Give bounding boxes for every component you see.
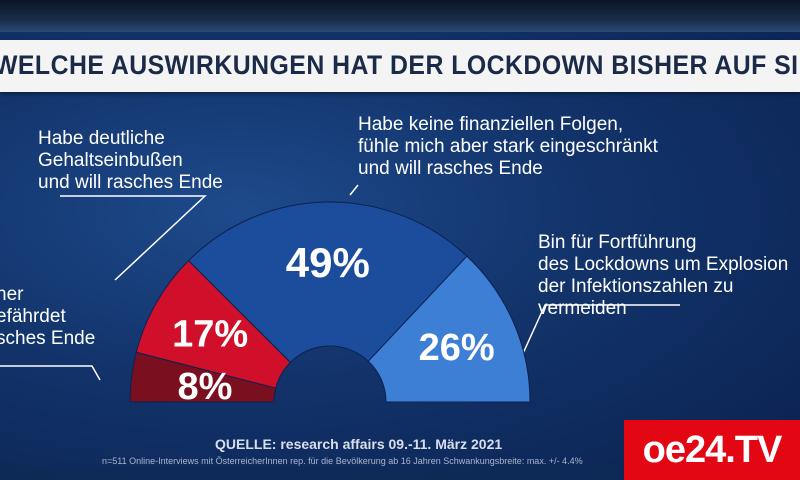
value-label-26: 26% [419, 327, 495, 369]
slice-continue-lockdown [367, 255, 531, 403]
connector-continue-lockdown [519, 304, 680, 361]
connector-salary-loss [60, 195, 207, 281]
label-continue-lockdown: Bin für Fortführung des Lockdowns um Exp… [538, 232, 789, 319]
label-salary-loss: Habe deutliche Gehaltseinbußen und will … [38, 128, 223, 193]
chart-title: WELCHE AUSWIRKUNGEN HAT DER LOCKDOWN BIS… [0, 50, 800, 80]
title-bar: WELCHE AUSWIRKUNGEN HAT DER LOCKDOWN BIS… [0, 40, 800, 92]
chart-slices [129, 201, 531, 403]
source-text: QUELLE: research affairs 09.-11. März 20… [215, 436, 503, 452]
slice-no-financial-consequences [187, 201, 468, 364]
label-existence-endangered: ner efährdet sches Ende [0, 284, 96, 349]
oe24-logo: oe24.TV [624, 420, 800, 480]
label-no-financial-consequences: Habe keine finanziellen Folgen, fühle mi… [358, 114, 658, 179]
value-label-49: 49% [286, 239, 370, 286]
connector-no-financial [349, 184, 359, 196]
value-label-8: 8% [178, 366, 233, 408]
footer-band [0, 466, 620, 480]
top-backdrop [0, 0, 800, 32]
connector-existence-endangered [0, 365, 101, 381]
slice-salary-loss [135, 259, 292, 389]
value-labels: 8% 17% 49% 26% [172, 239, 495, 408]
value-label-17: 17% [172, 314, 248, 356]
survey-footnote: n=511 Online-Interviews mit Österreicher… [102, 456, 583, 466]
label-connectors [0, 184, 680, 381]
